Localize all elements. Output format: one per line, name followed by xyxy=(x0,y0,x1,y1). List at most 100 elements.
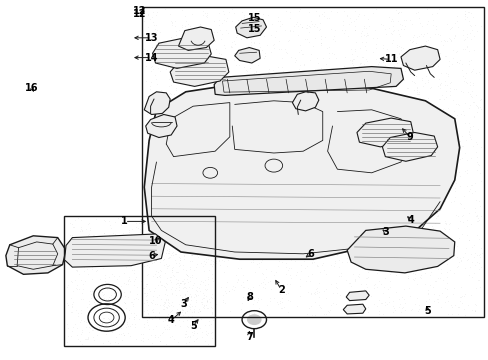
Point xyxy=(430,31,438,37)
Point xyxy=(345,130,352,136)
Point xyxy=(221,119,228,125)
Point xyxy=(247,25,255,31)
Point xyxy=(252,69,260,75)
Point xyxy=(199,8,206,14)
Point xyxy=(218,8,226,14)
Point xyxy=(315,12,323,17)
Point xyxy=(136,226,143,231)
Point xyxy=(100,291,107,297)
Point xyxy=(145,249,153,255)
Point xyxy=(200,63,207,68)
Point xyxy=(418,106,426,112)
Point xyxy=(75,271,83,277)
Point xyxy=(377,232,385,238)
Point xyxy=(432,250,440,256)
Point xyxy=(178,31,186,37)
Point xyxy=(182,76,190,81)
Point xyxy=(150,258,158,264)
Point xyxy=(433,266,441,272)
Point xyxy=(380,302,388,307)
Point xyxy=(255,282,263,288)
Point xyxy=(377,238,385,244)
Point xyxy=(350,48,358,54)
Point xyxy=(174,189,182,194)
Point xyxy=(369,138,377,143)
Point xyxy=(106,303,114,309)
Point xyxy=(211,301,219,306)
Point xyxy=(234,181,242,186)
Point xyxy=(446,221,453,226)
Point xyxy=(164,137,172,143)
Point xyxy=(372,215,380,221)
Point xyxy=(343,142,351,148)
Point xyxy=(147,163,155,168)
Point xyxy=(339,95,347,101)
Point xyxy=(99,265,107,271)
Point xyxy=(357,173,365,179)
Point xyxy=(430,127,438,133)
Point xyxy=(341,225,348,231)
Point xyxy=(321,160,328,166)
Point xyxy=(181,280,188,286)
Point xyxy=(261,90,269,96)
Point xyxy=(62,254,70,260)
Point xyxy=(379,59,386,64)
Point xyxy=(146,64,154,70)
Point xyxy=(370,150,378,156)
Point xyxy=(310,239,318,245)
Point xyxy=(422,251,430,256)
Point xyxy=(379,221,386,226)
Point xyxy=(208,278,216,284)
Point xyxy=(248,232,256,238)
Point xyxy=(183,289,190,294)
Point xyxy=(262,157,269,163)
Point xyxy=(412,34,420,40)
Point xyxy=(162,39,170,44)
Point xyxy=(209,93,217,99)
Point xyxy=(357,33,365,39)
Point xyxy=(240,284,247,290)
Point xyxy=(199,79,206,85)
Point xyxy=(163,326,170,332)
Point xyxy=(373,210,381,215)
Point xyxy=(232,234,240,240)
Point xyxy=(315,252,323,258)
Point xyxy=(296,6,304,12)
Point xyxy=(227,43,235,49)
Point xyxy=(394,168,402,174)
Point xyxy=(126,231,134,237)
Point xyxy=(188,185,196,190)
Point xyxy=(242,218,249,224)
Point xyxy=(163,323,170,328)
Point xyxy=(306,117,314,122)
Point xyxy=(326,170,334,176)
Point xyxy=(175,260,183,266)
Point xyxy=(191,316,199,322)
Point xyxy=(118,337,126,343)
Point xyxy=(403,275,411,281)
Point xyxy=(107,234,115,240)
Point xyxy=(254,62,262,68)
Point xyxy=(414,246,422,252)
Point xyxy=(232,238,240,244)
Point xyxy=(468,80,475,86)
Point xyxy=(264,12,272,18)
Point xyxy=(342,277,349,283)
Point xyxy=(358,39,366,45)
Point xyxy=(265,176,273,181)
Point xyxy=(304,219,311,225)
Point xyxy=(335,231,343,237)
Point xyxy=(199,234,207,239)
Point xyxy=(397,116,405,121)
Point xyxy=(78,227,85,233)
Point xyxy=(353,251,361,256)
Point xyxy=(252,253,260,258)
Point xyxy=(121,232,129,238)
Point xyxy=(384,190,391,196)
Point xyxy=(408,119,416,125)
Point xyxy=(387,17,395,22)
Point xyxy=(159,197,166,203)
Point xyxy=(275,148,283,154)
Point xyxy=(148,50,156,56)
Point xyxy=(217,141,225,147)
